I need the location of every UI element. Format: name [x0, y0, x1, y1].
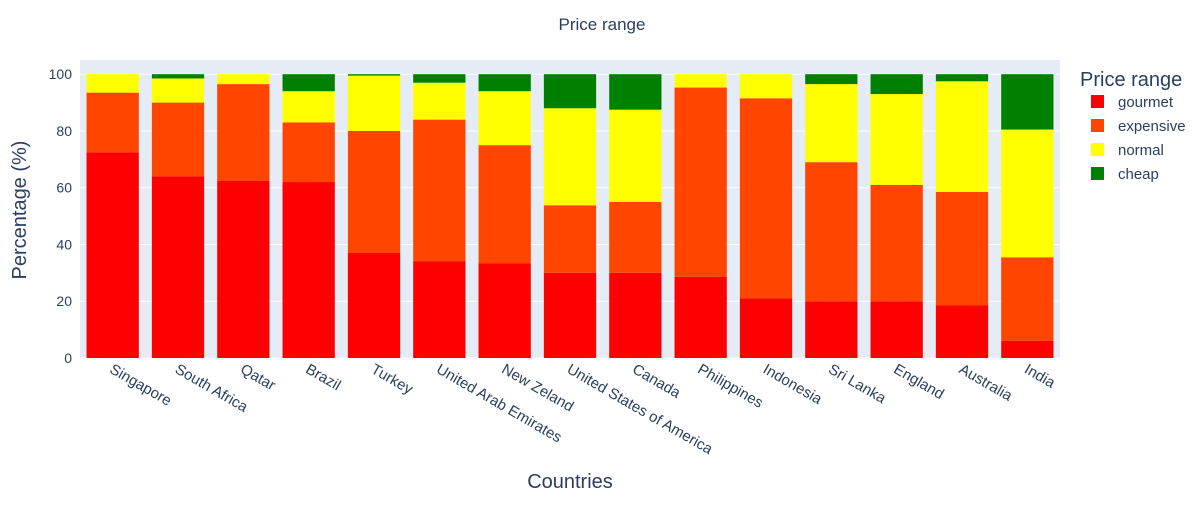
bar-gourmet [347, 252, 401, 358]
y-tick-label: 60 [56, 180, 72, 196]
legend-swatch [1091, 167, 1104, 180]
bar-gourmet [870, 301, 923, 358]
bar-cheap [347, 74, 401, 76]
legend-label: cheap [1118, 166, 1159, 183]
chart-title: Price range [559, 15, 646, 34]
bar-expensive [805, 162, 858, 302]
bar-expensive [347, 130, 401, 253]
bar-expensive [870, 184, 923, 302]
bar-cheap [1001, 74, 1054, 130]
x-tick-label: Indonesia [760, 361, 825, 409]
legend-item-expensive[interactable]: expensive [1091, 118, 1186, 135]
bar-expensive [935, 191, 989, 306]
bar-normal [1001, 129, 1054, 258]
bar-expensive [478, 145, 531, 264]
bar-gourmet [739, 298, 793, 358]
legend-item-normal[interactable]: normal [1091, 142, 1164, 159]
bar-expensive [543, 205, 597, 273]
bar-gourmet [674, 276, 727, 358]
bar-gourmet [217, 180, 270, 358]
bar-normal [413, 82, 466, 120]
x-tick-label: Qatar [237, 361, 278, 394]
bar-normal [870, 94, 923, 185]
y-tick-label: 40 [56, 236, 72, 252]
bar-normal [935, 81, 989, 192]
y-tick-label: 20 [56, 293, 72, 309]
bar-expensive [674, 87, 727, 277]
bar-cheap [478, 74, 531, 92]
legend-title: Price range [1080, 69, 1182, 91]
bar-cheap [609, 74, 662, 110]
bar-gourmet [478, 263, 531, 358]
bar-normal [739, 74, 793, 99]
bar-cheap [543, 74, 597, 109]
x-tick-label: Turkey [368, 361, 416, 399]
x-tick-label: Philippines [695, 361, 766, 412]
x-tick-label: South Africa [172, 361, 251, 416]
legend-items: gourmet expensive normal cheap [1091, 94, 1186, 183]
bar-expensive [151, 102, 205, 177]
legend-swatch [1091, 143, 1104, 156]
bar-normal [151, 78, 205, 103]
bar-normal [347, 75, 401, 131]
legend-swatch [1091, 119, 1104, 132]
x-axis-title: Countries [527, 471, 613, 493]
bar-expensive [86, 92, 139, 153]
legend-label: normal [1118, 142, 1164, 159]
bar-cheap [805, 74, 858, 85]
x-tick-label: Canada [629, 361, 684, 402]
bar-normal [543, 108, 597, 206]
y-tick-labels: 0 20 40 60 80 100 [49, 66, 73, 366]
bar-gourmet [1001, 340, 1054, 358]
bar-expensive [739, 98, 793, 299]
bar-normal [217, 74, 270, 85]
bars [86, 74, 1054, 358]
x-tick-label: Australia [956, 361, 1016, 405]
bar-normal [609, 109, 662, 202]
bar-gourmet [86, 152, 139, 358]
bar-normal [86, 74, 139, 93]
x-tick-label: Singapore [107, 361, 175, 410]
y-tick-label: 80 [56, 123, 72, 139]
bar-cheap [870, 74, 923, 95]
bar-expensive [609, 201, 662, 273]
legend-item-gourmet[interactable]: gourmet [1091, 94, 1174, 111]
bar-gourmet [413, 261, 466, 358]
x-tick-label: Sri Lanka [825, 361, 889, 408]
bar-expensive [1001, 257, 1054, 341]
bar-expensive [282, 122, 335, 183]
bar-cheap [282, 74, 335, 92]
legend: Price range gourmet expensive normal cheap [1080, 69, 1186, 183]
y-tick-label: 0 [64, 350, 72, 366]
bar-normal [805, 84, 858, 163]
legend-item-cheap[interactable]: cheap [1091, 166, 1159, 183]
bar-cheap [413, 74, 466, 83]
bar-gourmet [151, 176, 205, 358]
bar-normal [282, 91, 335, 123]
x-tick-label: India [1021, 361, 1058, 392]
y-tick-label: 100 [49, 66, 73, 82]
legend-swatch [1091, 95, 1104, 108]
legend-label: expensive [1118, 118, 1186, 135]
legend-label: gourmet [1118, 94, 1174, 111]
bar-gourmet [935, 305, 989, 358]
bar-gourmet [543, 272, 597, 358]
bar-gourmet [282, 182, 335, 358]
y-axis-title: Percentage (%) [9, 141, 31, 280]
bar-expensive [217, 84, 270, 181]
x-tick-label: Brazil [303, 361, 344, 394]
x-tick-label: England [891, 361, 947, 403]
bar-cheap [151, 74, 205, 79]
bar-expensive [413, 119, 466, 262]
bar-cheap [935, 74, 989, 82]
bar-gourmet [609, 272, 662, 358]
bar-normal [674, 74, 727, 88]
bar-normal [478, 91, 531, 146]
bar-gourmet [805, 301, 858, 358]
